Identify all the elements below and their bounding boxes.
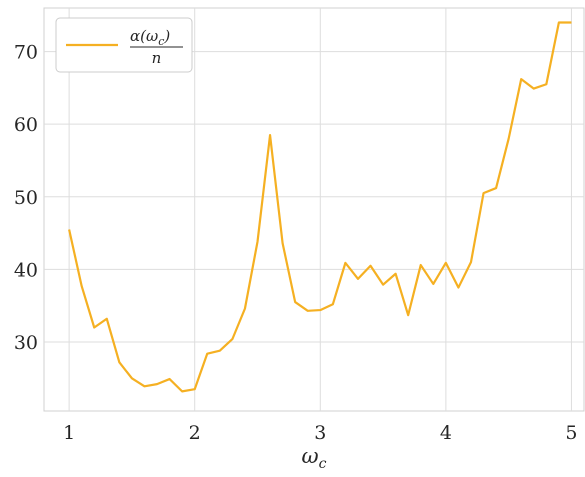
plot-area — [43, 7, 585, 412]
legend-subscript: c — [158, 35, 164, 48]
x-tick-labels: 1 2 3 4 5 — [63, 422, 577, 444]
x-axis-label: ωc — [302, 444, 327, 472]
series-lines — [68, 21, 572, 393]
legend-alpha: α( — [130, 27, 147, 45]
y-tick-label: 30 — [14, 332, 38, 354]
legend-box — [55, 17, 193, 73]
y-tick-labels: 30 40 50 60 70 — [14, 42, 38, 354]
x-tick-label: 5 — [565, 422, 577, 444]
legend-label-numerator: α(ωc) — [130, 27, 170, 48]
x-axis-label-main: ω — [302, 444, 319, 468]
legend: α(ωc) n — [55, 17, 193, 73]
x-axis-label-sub: c — [319, 456, 327, 472]
legend-close-paren: ) — [163, 27, 170, 45]
y-tick-label: 60 — [14, 114, 38, 136]
y-tick-label: 70 — [14, 42, 38, 64]
x-tick-label: 2 — [189, 422, 201, 444]
x-tick-label: 4 — [440, 422, 452, 444]
y-tick-label: 50 — [14, 187, 38, 209]
x-tick-label: 1 — [63, 422, 75, 444]
x-tick-label: 3 — [314, 422, 326, 444]
y-tick-label: 40 — [14, 259, 38, 281]
legend-omega: ω — [146, 27, 158, 45]
legend-label-denominator: n — [152, 49, 162, 67]
